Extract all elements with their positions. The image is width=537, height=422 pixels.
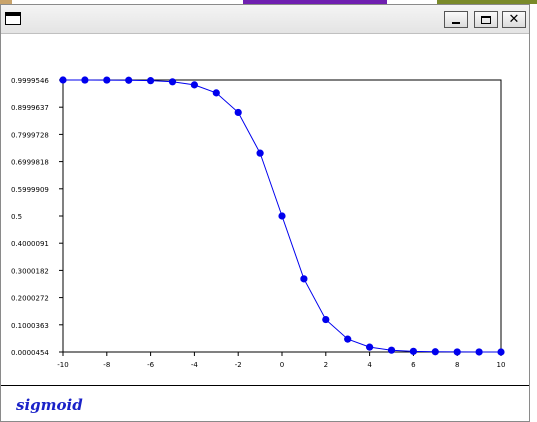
x-tick-label: -10 (57, 361, 68, 369)
background-window-fragment (243, 0, 387, 4)
y-tick-label: 0.2000272 (11, 295, 49, 303)
sigmoid-chart: -10 -8 -6 -4 -2 0 2 4 6 8 10 0.0000454 0.1000363 0.20… (11, 76, 506, 369)
y-tick-label: 0.7999728 (11, 131, 49, 139)
close-button[interactable]: ✕ (502, 11, 526, 28)
data-point (366, 343, 374, 351)
x-tick-label: 2 (324, 361, 328, 369)
data-point (147, 77, 155, 85)
chart-title: sigmoid (16, 396, 83, 414)
data-point (453, 348, 461, 356)
background-window-fragment (437, 0, 537, 4)
maximize-button[interactable] (474, 11, 498, 28)
x-tick-label: 8 (455, 361, 459, 369)
minimize-icon (452, 21, 460, 24)
data-point (59, 76, 67, 84)
data-point (125, 76, 133, 84)
data-point (475, 348, 483, 356)
desktop-background-fragment (0, 0, 12, 4)
data-point (497, 348, 505, 356)
y-tick-label: 0.4000091 (11, 240, 49, 248)
y-tick-label: 0.5 (11, 213, 22, 221)
maximize-icon (481, 15, 491, 24)
x-tick-label: -6 (147, 361, 155, 369)
y-tick-label: 0.1000363 (11, 322, 49, 330)
x-tick-label: 10 (497, 361, 506, 369)
data-point (431, 348, 439, 356)
y-tick-label: 0.5999909 (11, 186, 49, 194)
y-tick-label: 0.9999546 (11, 77, 49, 85)
data-point (190, 81, 198, 89)
data-point (81, 76, 89, 84)
data-point (387, 346, 396, 354)
minimize-button[interactable] (444, 11, 468, 28)
y-tick-label: 0.8999637 (11, 104, 49, 112)
footer-divider (1, 385, 529, 386)
data-point (168, 78, 177, 86)
title-bar[interactable]: ✕ (1, 5, 529, 34)
x-tick-label: 6 (411, 361, 416, 369)
x-tick-label: -4 (191, 361, 199, 369)
y-tick-label: 0.0000454 (11, 349, 49, 357)
window-icon[interactable] (5, 12, 21, 25)
close-icon: ✕ (508, 12, 520, 27)
x-tick-label: 0 (280, 361, 284, 369)
data-point (103, 76, 111, 84)
x-tick-label: 4 (367, 361, 372, 369)
data-point (256, 149, 264, 157)
y-tick-label: 0.3000182 (11, 267, 49, 275)
data-point (212, 89, 220, 97)
data-point (409, 347, 417, 355)
data-point (234, 108, 242, 117)
data-point (300, 275, 308, 283)
data-point (344, 335, 352, 343)
y-tick-label: 0.6999818 (11, 159, 49, 167)
x-tick-label: -2 (235, 361, 242, 369)
chart-area: -10 -8 -6 -4 -2 0 2 4 6 8 10 0.0000454 0.1000363 0.20… (1, 34, 529, 385)
data-point (278, 212, 286, 220)
x-tick-label: -8 (103, 361, 110, 369)
data-point (322, 315, 330, 324)
plot-window: ✕ -10 -8 -6 -4 -2 0 2 4 6 8 10 0.0000454 0.1000363 0.… (0, 4, 530, 422)
